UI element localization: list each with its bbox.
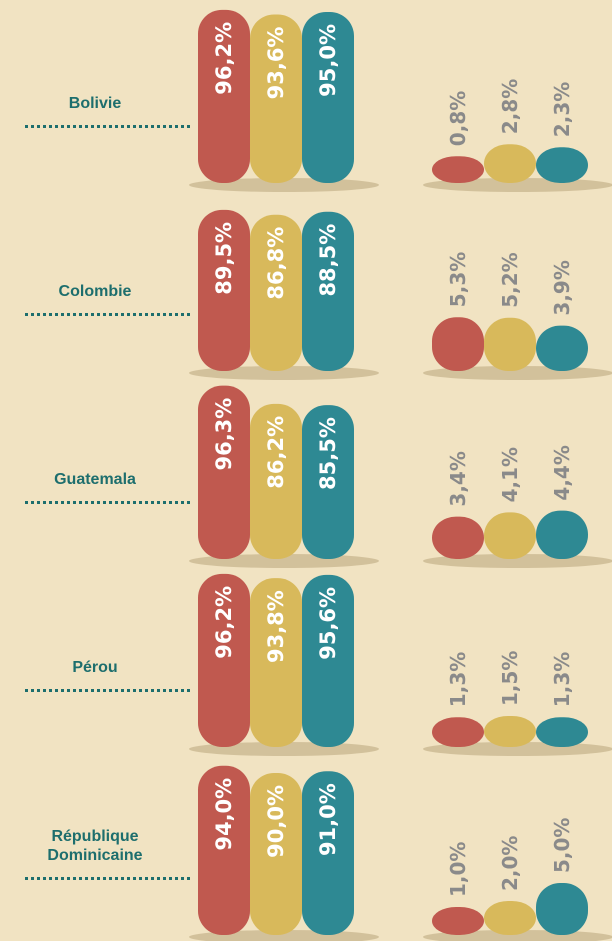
value-label: 5,3% — [446, 252, 470, 307]
bar — [432, 717, 484, 747]
dotted-leader — [25, 125, 190, 128]
value-label: 96,2% — [212, 586, 236, 659]
bar — [484, 716, 536, 747]
bar — [198, 209, 250, 371]
value-label: 95,0% — [316, 24, 340, 97]
dotted-leader — [25, 313, 190, 316]
bar — [250, 578, 302, 747]
value-label: 4,4% — [550, 445, 574, 500]
bar — [484, 512, 536, 559]
bar — [536, 147, 588, 183]
value-label: 89,5% — [212, 222, 236, 295]
bar — [536, 717, 588, 747]
bar — [536, 510, 588, 559]
bar — [250, 773, 302, 935]
bar — [302, 12, 354, 183]
country-label: République Dominicaine — [47, 828, 143, 864]
value-label: 85,5% — [316, 417, 340, 490]
value-label: 94,0% — [212, 778, 236, 851]
value-label: 4,1% — [498, 447, 522, 502]
value-label: 3,4% — [446, 451, 470, 506]
value-label: 86,8% — [264, 227, 288, 300]
dotted-leader — [25, 877, 190, 880]
bar — [432, 516, 484, 559]
value-label: 1,5% — [498, 651, 522, 706]
value-label: 96,2% — [212, 22, 236, 95]
value-label: 93,6% — [264, 27, 288, 100]
bar — [536, 883, 588, 935]
value-label: 2,0% — [498, 836, 522, 891]
bar — [302, 211, 354, 371]
bar — [432, 907, 484, 935]
country-label: Colombie — [58, 283, 132, 300]
country-label: Bolivie — [68, 95, 122, 112]
value-label: 2,3% — [550, 82, 574, 137]
country-label: Pérou — [72, 659, 118, 676]
dotted-leader — [25, 501, 190, 504]
bar — [198, 9, 250, 184]
value-label: 95,6% — [316, 587, 340, 660]
value-label: 2,8% — [498, 79, 522, 134]
value-label: 5,2% — [498, 252, 522, 307]
bar — [198, 573, 250, 747]
value-label: 5,0% — [550, 818, 574, 873]
value-label: 93,8% — [264, 590, 288, 663]
bar — [484, 144, 536, 183]
bar — [250, 14, 302, 183]
bar — [198, 765, 250, 935]
bar — [302, 405, 354, 559]
bar — [302, 771, 354, 935]
value-label: 96,3% — [212, 398, 236, 471]
country-label: Guatemala — [54, 471, 136, 488]
bar — [302, 574, 354, 747]
value-label: 1,0% — [446, 842, 470, 897]
value-label: 1,3% — [446, 652, 470, 707]
bar — [432, 317, 484, 371]
value-label: 1,3% — [550, 652, 574, 707]
value-label: 91,0% — [316, 783, 340, 856]
value-label: 90,0% — [264, 785, 288, 858]
value-label: 86,2% — [264, 416, 288, 489]
dotted-leader — [25, 689, 190, 692]
value-label: 88,5% — [316, 224, 340, 297]
value-label: 3,9% — [550, 260, 574, 315]
value-label: 0,8% — [446, 91, 470, 146]
bar — [536, 325, 588, 371]
bar — [250, 403, 302, 559]
bar — [250, 214, 302, 371]
bar — [484, 901, 536, 935]
bar — [432, 156, 484, 183]
bar — [198, 385, 250, 559]
bar — [484, 317, 536, 371]
